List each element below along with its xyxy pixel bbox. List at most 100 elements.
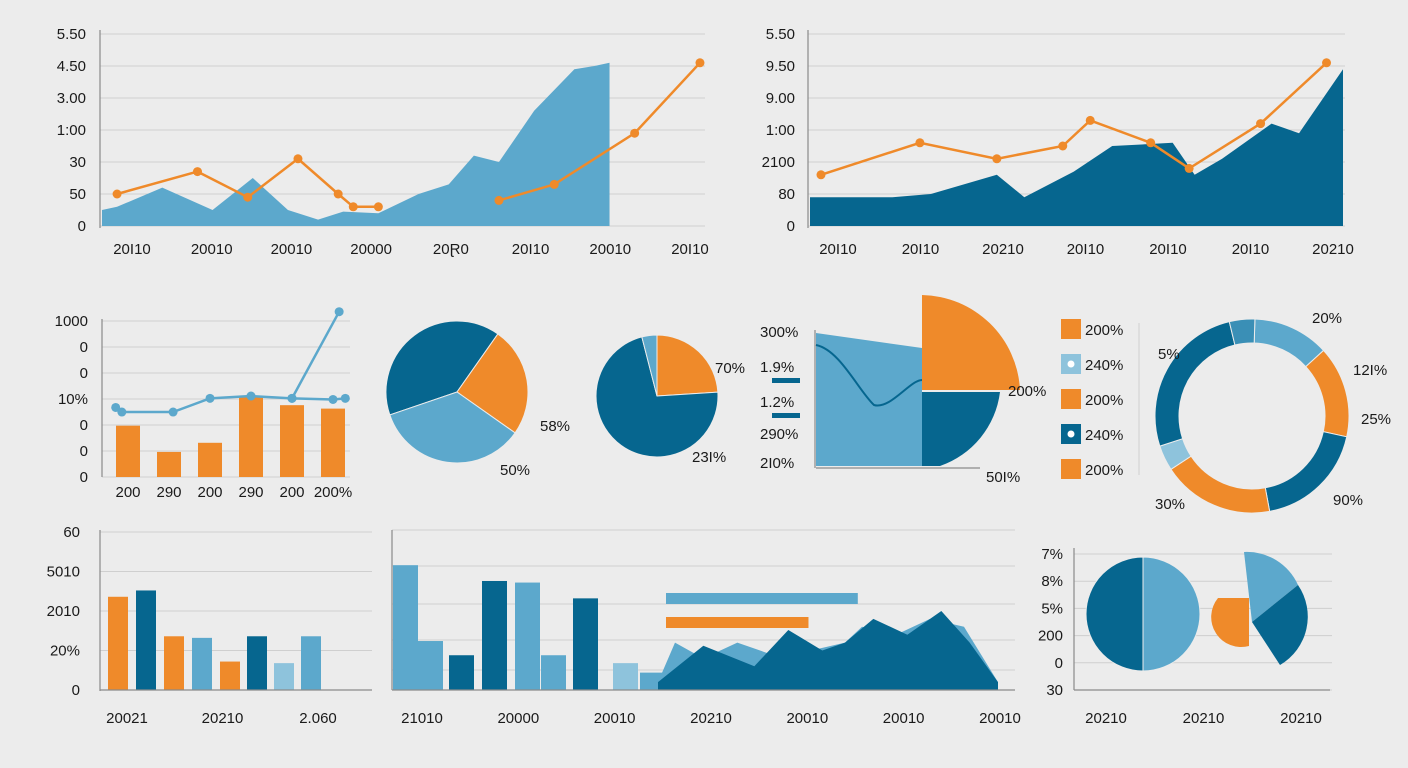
- donut-label: 30%: [1155, 496, 1185, 513]
- c9-bar: [274, 663, 294, 690]
- c1-x-tick-label: 20I10: [671, 241, 709, 258]
- c2-y-tick-label: 5.50: [766, 26, 795, 43]
- pie-chart-1: 50%: [385, 320, 530, 479]
- c10-x-tick-label: 20210: [690, 710, 732, 727]
- chart-bottom-left: 60 5010 2010 20% 0 20021 20210 2.060: [47, 524, 372, 727]
- c9-x-tick-label: 20210: [202, 710, 244, 727]
- legend-swatch-dot: [1067, 430, 1075, 438]
- c11-pie-b-slice-b-orange: [1211, 598, 1249, 648]
- c11-x-tick-label: 20210: [1085, 710, 1127, 727]
- c1-line-1-point: [333, 189, 343, 199]
- c3-line-spike-point: [287, 393, 297, 403]
- c1-y-tick-label: 4.50: [57, 58, 86, 75]
- p1-slice-orange: [456, 333, 529, 434]
- chart-bottom-right: 7% 8% 5% 200 0 30 20210 20210 20210: [1038, 546, 1332, 727]
- c11-pie-b-slice-b-light: [1244, 551, 1298, 622]
- c1-line-1-point: [373, 202, 383, 212]
- c9-x-tick-label: 2.060: [299, 710, 337, 727]
- c3-line-point: [205, 393, 215, 403]
- c3-bar: [198, 442, 222, 477]
- c3-line-spike-point: [334, 307, 344, 317]
- c1-line-1-point: [112, 189, 122, 199]
- c6-right-label: 200%: [1008, 383, 1046, 400]
- c10-bar: [613, 663, 638, 690]
- c11-pie-a-slice-a-dark: [1085, 556, 1144, 672]
- c11-y-tick-label: 30: [1046, 682, 1063, 699]
- donut-label: 20%: [1312, 310, 1342, 327]
- c2-y-tick-label: 0: [787, 218, 795, 235]
- c3-x-tick-label: 200%: [314, 484, 352, 501]
- c2-y-tick-label: 80: [778, 186, 795, 203]
- c6-bar-marker: [772, 413, 800, 418]
- c2-line-point: [1085, 115, 1095, 125]
- c2-line-point: [1322, 58, 1332, 68]
- c9-bar: [247, 636, 267, 690]
- legend-swatch: [1061, 389, 1081, 409]
- c1-line-2: [498, 61, 701, 202]
- c3-x-tick-label: 290: [238, 484, 263, 501]
- c10-bar: [418, 641, 443, 690]
- c3-y-tick-label: 0: [80, 365, 88, 382]
- c11-y-tick-label: 200: [1038, 628, 1063, 645]
- c3-y-tick-label: 1000: [55, 313, 88, 330]
- p2-slice-orange: [656, 334, 719, 397]
- c3-x-tick-label: 200: [279, 484, 304, 501]
- c9-y-tick-label: 2010: [47, 603, 80, 620]
- chart-bottom-center: 21010 20000 20010 20210 20010 20010 20010: [391, 529, 1021, 727]
- chart-top-right: 5.50 9.50 9.00 1:00 2100 80 0 20I10 20I10 20210 2…: [762, 26, 1354, 258]
- c10-bar: [482, 580, 507, 690]
- c1-x-tick-label: 20010: [191, 241, 233, 258]
- donut-slice-dark: [1154, 321, 1236, 447]
- c3-line-point: [117, 407, 127, 417]
- c3-bar: [239, 397, 263, 477]
- c1-x-tick-label: 20000: [350, 241, 392, 258]
- c6-right-label: 50I%: [986, 469, 1020, 486]
- c11-y-tick-label: 8%: [1041, 573, 1063, 590]
- c2-line-point: [816, 170, 826, 180]
- p2-slice-light: [641, 334, 658, 397]
- legend-label: 200%: [1085, 462, 1123, 479]
- pie-chart-2: 70% 58% 23I%: [540, 334, 745, 466]
- c9-bar: [136, 590, 156, 690]
- c2-x-tick-label: 20I10: [819, 241, 857, 258]
- c9-bar: [192, 637, 212, 690]
- c10-hbar: [666, 593, 858, 604]
- c1-line-1-point: [293, 154, 303, 164]
- legend-swatch: [1061, 459, 1081, 479]
- c3-line-spike: [290, 311, 341, 399]
- c11-pie-a-slice-a-light: [1142, 556, 1201, 672]
- c2-line-point: [1058, 141, 1068, 151]
- c1-y-tick-label: 1:00: [57, 122, 86, 139]
- c2-line-point: [915, 138, 925, 148]
- legend-label: 200%: [1085, 392, 1123, 409]
- c1-x-tick-label: 20I10: [512, 241, 550, 258]
- p2-label: 23I%: [692, 449, 726, 466]
- c3-line-point: [111, 402, 121, 412]
- p2-label: 58%: [540, 418, 570, 435]
- c9-bar: [220, 661, 240, 690]
- p1-slice-light: [389, 391, 516, 464]
- donut-label: 25%: [1361, 411, 1391, 428]
- c3-line: [114, 394, 346, 414]
- c9-y-tick-label: 60: [63, 524, 80, 541]
- c3-x-tick-label: 200: [115, 484, 140, 501]
- c1-y-tick-label: 3.00: [57, 90, 86, 107]
- c11-x-tick-label: 20210: [1183, 710, 1225, 727]
- c3-y-tick-label: 0: [80, 443, 88, 460]
- c2-x-tick-label: 20I10: [1149, 241, 1187, 258]
- c10-x-tick-label: 20010: [594, 710, 636, 727]
- donut-slice-orange: [1170, 455, 1271, 514]
- c2-y-tick-label: 9.00: [766, 90, 795, 107]
- donut-slice-mid: [1228, 318, 1256, 346]
- c3-bar: [321, 408, 345, 477]
- c10-hbar: [666, 617, 809, 628]
- c3-y-tick-label: 0: [80, 417, 88, 434]
- c6-left-label: 1.2%: [760, 394, 794, 411]
- c6-bar-marker: [772, 378, 800, 383]
- chart-top-left: 5.50 4.50 3.00 1:00 30 50 0 20I10 20010 20010 200…: [57, 26, 709, 258]
- c2-line-point: [1146, 138, 1156, 148]
- c1-x-tick-label: 20010: [271, 241, 313, 258]
- c1-y-tick-label: 5.50: [57, 26, 86, 43]
- c3-y-tick-label: 0: [80, 339, 88, 356]
- c1-line-1-point: [192, 167, 202, 177]
